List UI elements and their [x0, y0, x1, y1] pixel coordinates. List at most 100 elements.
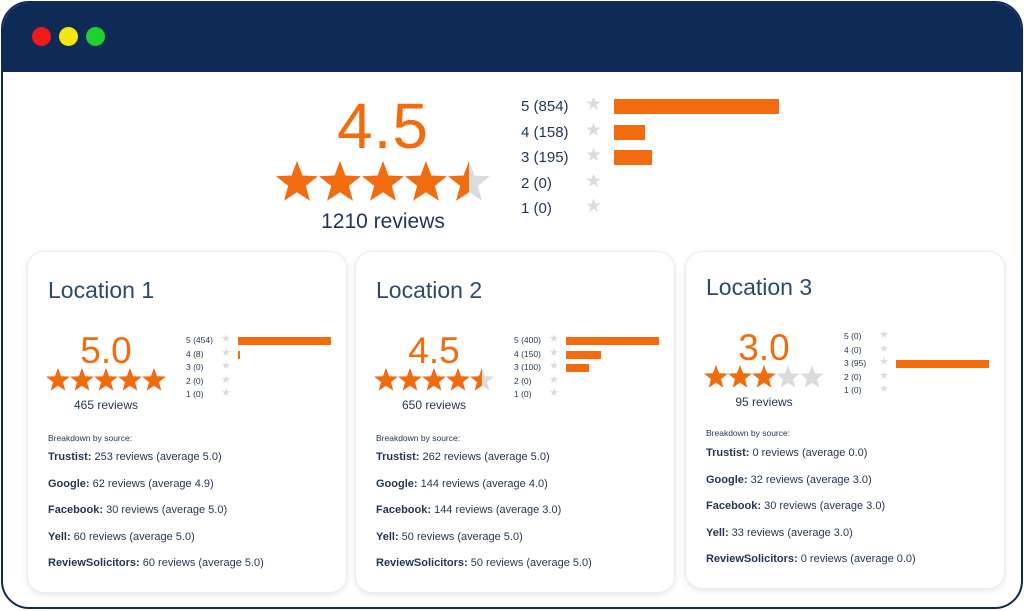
star-icon	[276, 161, 318, 201]
source-detail: 262 reviews (average 5.0)	[419, 451, 550, 463]
source-row: Google: 144 reviews (average 4.0)	[376, 478, 666, 505]
location-star-rating	[374, 368, 494, 391]
star-icon: ★	[549, 387, 559, 399]
distribution-label: 3 (100)	[514, 362, 541, 372]
distribution-row: 3 (0) ★	[186, 360, 336, 376]
source-row: Trustist: 0 reviews (average 0.0)	[706, 447, 996, 474]
star-icon: ★	[221, 373, 231, 386]
source-breakdown-list: Trustist: 0 reviews (average 0.0) Google…	[706, 447, 996, 580]
source-detail: 60 reviews (average 5.0)	[70, 530, 195, 543]
source-detail: 144 reviews (average 3.0)	[431, 504, 562, 516]
distribution-label: 5 (454)	[186, 335, 213, 345]
source-name: Trustist:	[376, 451, 420, 463]
location-card: Location 2 4.5 650 reviews 5 (400) ★ 4 (1…	[356, 252, 674, 592]
star-icon	[374, 368, 398, 391]
source-name: Yell:	[376, 530, 399, 543]
distribution-row: 5 (0) ★	[844, 329, 994, 345]
source-row: Google: 32 reviews (average 3.0)	[706, 474, 996, 501]
location-review-count: 650 reviews	[401, 398, 467, 412]
maximize-window-button[interactable]	[86, 27, 105, 46]
star-icon: ★	[585, 94, 603, 115]
distribution-row: 3 (195) ★	[521, 146, 791, 173]
distribution-label: 5 (0)	[844, 331, 862, 341]
source-detail: 0 reviews (average 0.0)	[797, 553, 916, 565]
star-icon: ★	[879, 383, 889, 395]
star-icon	[118, 368, 142, 391]
star-icon: ★	[879, 329, 889, 341]
minimize-window-button[interactable]	[59, 27, 78, 46]
distribution-label: 1 (0)	[186, 389, 204, 399]
star-icon: ★	[549, 360, 559, 372]
distribution-row: 4 (8) ★	[186, 346, 336, 363]
distribution-label: 4 (150)	[514, 348, 541, 359]
source-name: Facebook:	[376, 504, 432, 516]
distribution-label: 5 (854)	[521, 98, 569, 115]
source-detail: 50 reviews (average 5.0)	[467, 557, 592, 569]
source-breakdown-list: Trustist: 253 reviews (average 5.0) Goog…	[48, 451, 338, 584]
source-detail: 0 reviews (average 0.0)	[749, 447, 868, 459]
distribution-bar	[238, 337, 331, 345]
source-row: Trustist: 262 reviews (average 5.0)	[376, 451, 666, 478]
distribution-bar	[238, 350, 240, 359]
source-name: Yell:	[706, 526, 729, 539]
close-window-button[interactable]	[32, 27, 51, 46]
source-name: Facebook:	[48, 504, 104, 516]
source-breakdown-list: Trustist: 262 reviews (average 5.0) Goog…	[376, 451, 666, 584]
source-detail: 30 reviews (average 3.0)	[761, 500, 886, 512]
source-row: Yell: 33 reviews (average 3.0)	[706, 527, 996, 554]
distribution-bar	[614, 99, 779, 114]
location-rating-distribution: 5 (454) ★ 4 (8) ★ 3 (0) ★ 2 (0) ★ 1 (0) ★	[186, 333, 336, 403]
source-detail: 32 reviews (average 3.0)	[747, 473, 872, 486]
distribution-label: 1 (0)	[521, 200, 552, 217]
distribution-bar	[614, 124, 645, 140]
location-review-count: 465 reviews	[73, 398, 139, 412]
distribution-label: 4 (158)	[521, 123, 569, 141]
location-rating-distribution: 5 (400) ★ 4 (150) ★ 3 (100) ★ 2 (0) ★ 1 (0) ★	[514, 334, 664, 403]
distribution-label: 4 (0)	[844, 344, 862, 355]
distribution-row: 1 (0) ★	[521, 197, 791, 224]
source-name: Google:	[376, 477, 418, 490]
location-star-rating	[704, 365, 824, 388]
distribution-label: 2 (0)	[514, 375, 532, 386]
breakdown-heading: Breakdown by source:	[376, 433, 461, 443]
source-detail: 33 reviews (average 3.0)	[728, 526, 853, 539]
source-name: Google:	[706, 473, 748, 486]
distribution-row: 1 (0) ★	[186, 388, 336, 403]
location-star-rating	[46, 368, 166, 391]
source-row: ReviewSolicitors: 0 reviews (average 0.0…	[706, 553, 996, 580]
distribution-row: 3 (100) ★	[514, 360, 664, 376]
star-icon	[422, 368, 446, 391]
source-name: Trustist:	[706, 447, 750, 459]
star-icon	[470, 368, 494, 391]
location-score: 3.0	[738, 327, 790, 368]
distribution-label: 5 (400)	[514, 335, 541, 345]
source-row: ReviewSolicitors: 60 reviews (average 5.…	[48, 557, 338, 584]
location-title: Location 1	[48, 277, 155, 303]
star-icon: ★	[221, 346, 231, 359]
source-row: Google: 62 reviews (average 4.9)	[48, 478, 338, 505]
distribution-row: 5 (400) ★	[514, 334, 664, 349]
breakdown-heading: Breakdown by source:	[706, 428, 791, 438]
source-name: Yell:	[48, 530, 71, 543]
distribution-row: 4 (150) ★	[514, 347, 664, 363]
star-icon: ★	[221, 360, 231, 372]
distribution-row: 2 (0) ★	[521, 170, 791, 199]
distribution-row: 2 (0) ★	[844, 370, 994, 386]
overall-review-count: 1210 reviews	[321, 210, 445, 233]
star-icon: ★	[879, 356, 889, 368]
source-detail: 253 reviews (average 5.0)	[91, 451, 222, 463]
source-detail: 60 reviews (average 5.0)	[139, 557, 264, 569]
star-icon: ★	[879, 342, 889, 355]
source-name: Facebook:	[706, 500, 762, 512]
distribution-row: 5 (854) ★	[521, 94, 791, 122]
star-icon: ★	[585, 170, 603, 192]
star-icon	[728, 365, 752, 388]
distribution-bar	[566, 350, 601, 359]
distribution-label: 3 (95)	[844, 358, 867, 368]
location-title: Location 2	[376, 277, 483, 303]
overall-rating-distribution: 5 (854) ★ 4 (158) ★ 3 (195) ★ 2 (0) ★ 1 …	[521, 94, 791, 224]
star-icon: ★	[221, 333, 231, 345]
distribution-label: 2 (0)	[521, 174, 552, 192]
distribution-row: 5 (454) ★	[186, 333, 336, 349]
